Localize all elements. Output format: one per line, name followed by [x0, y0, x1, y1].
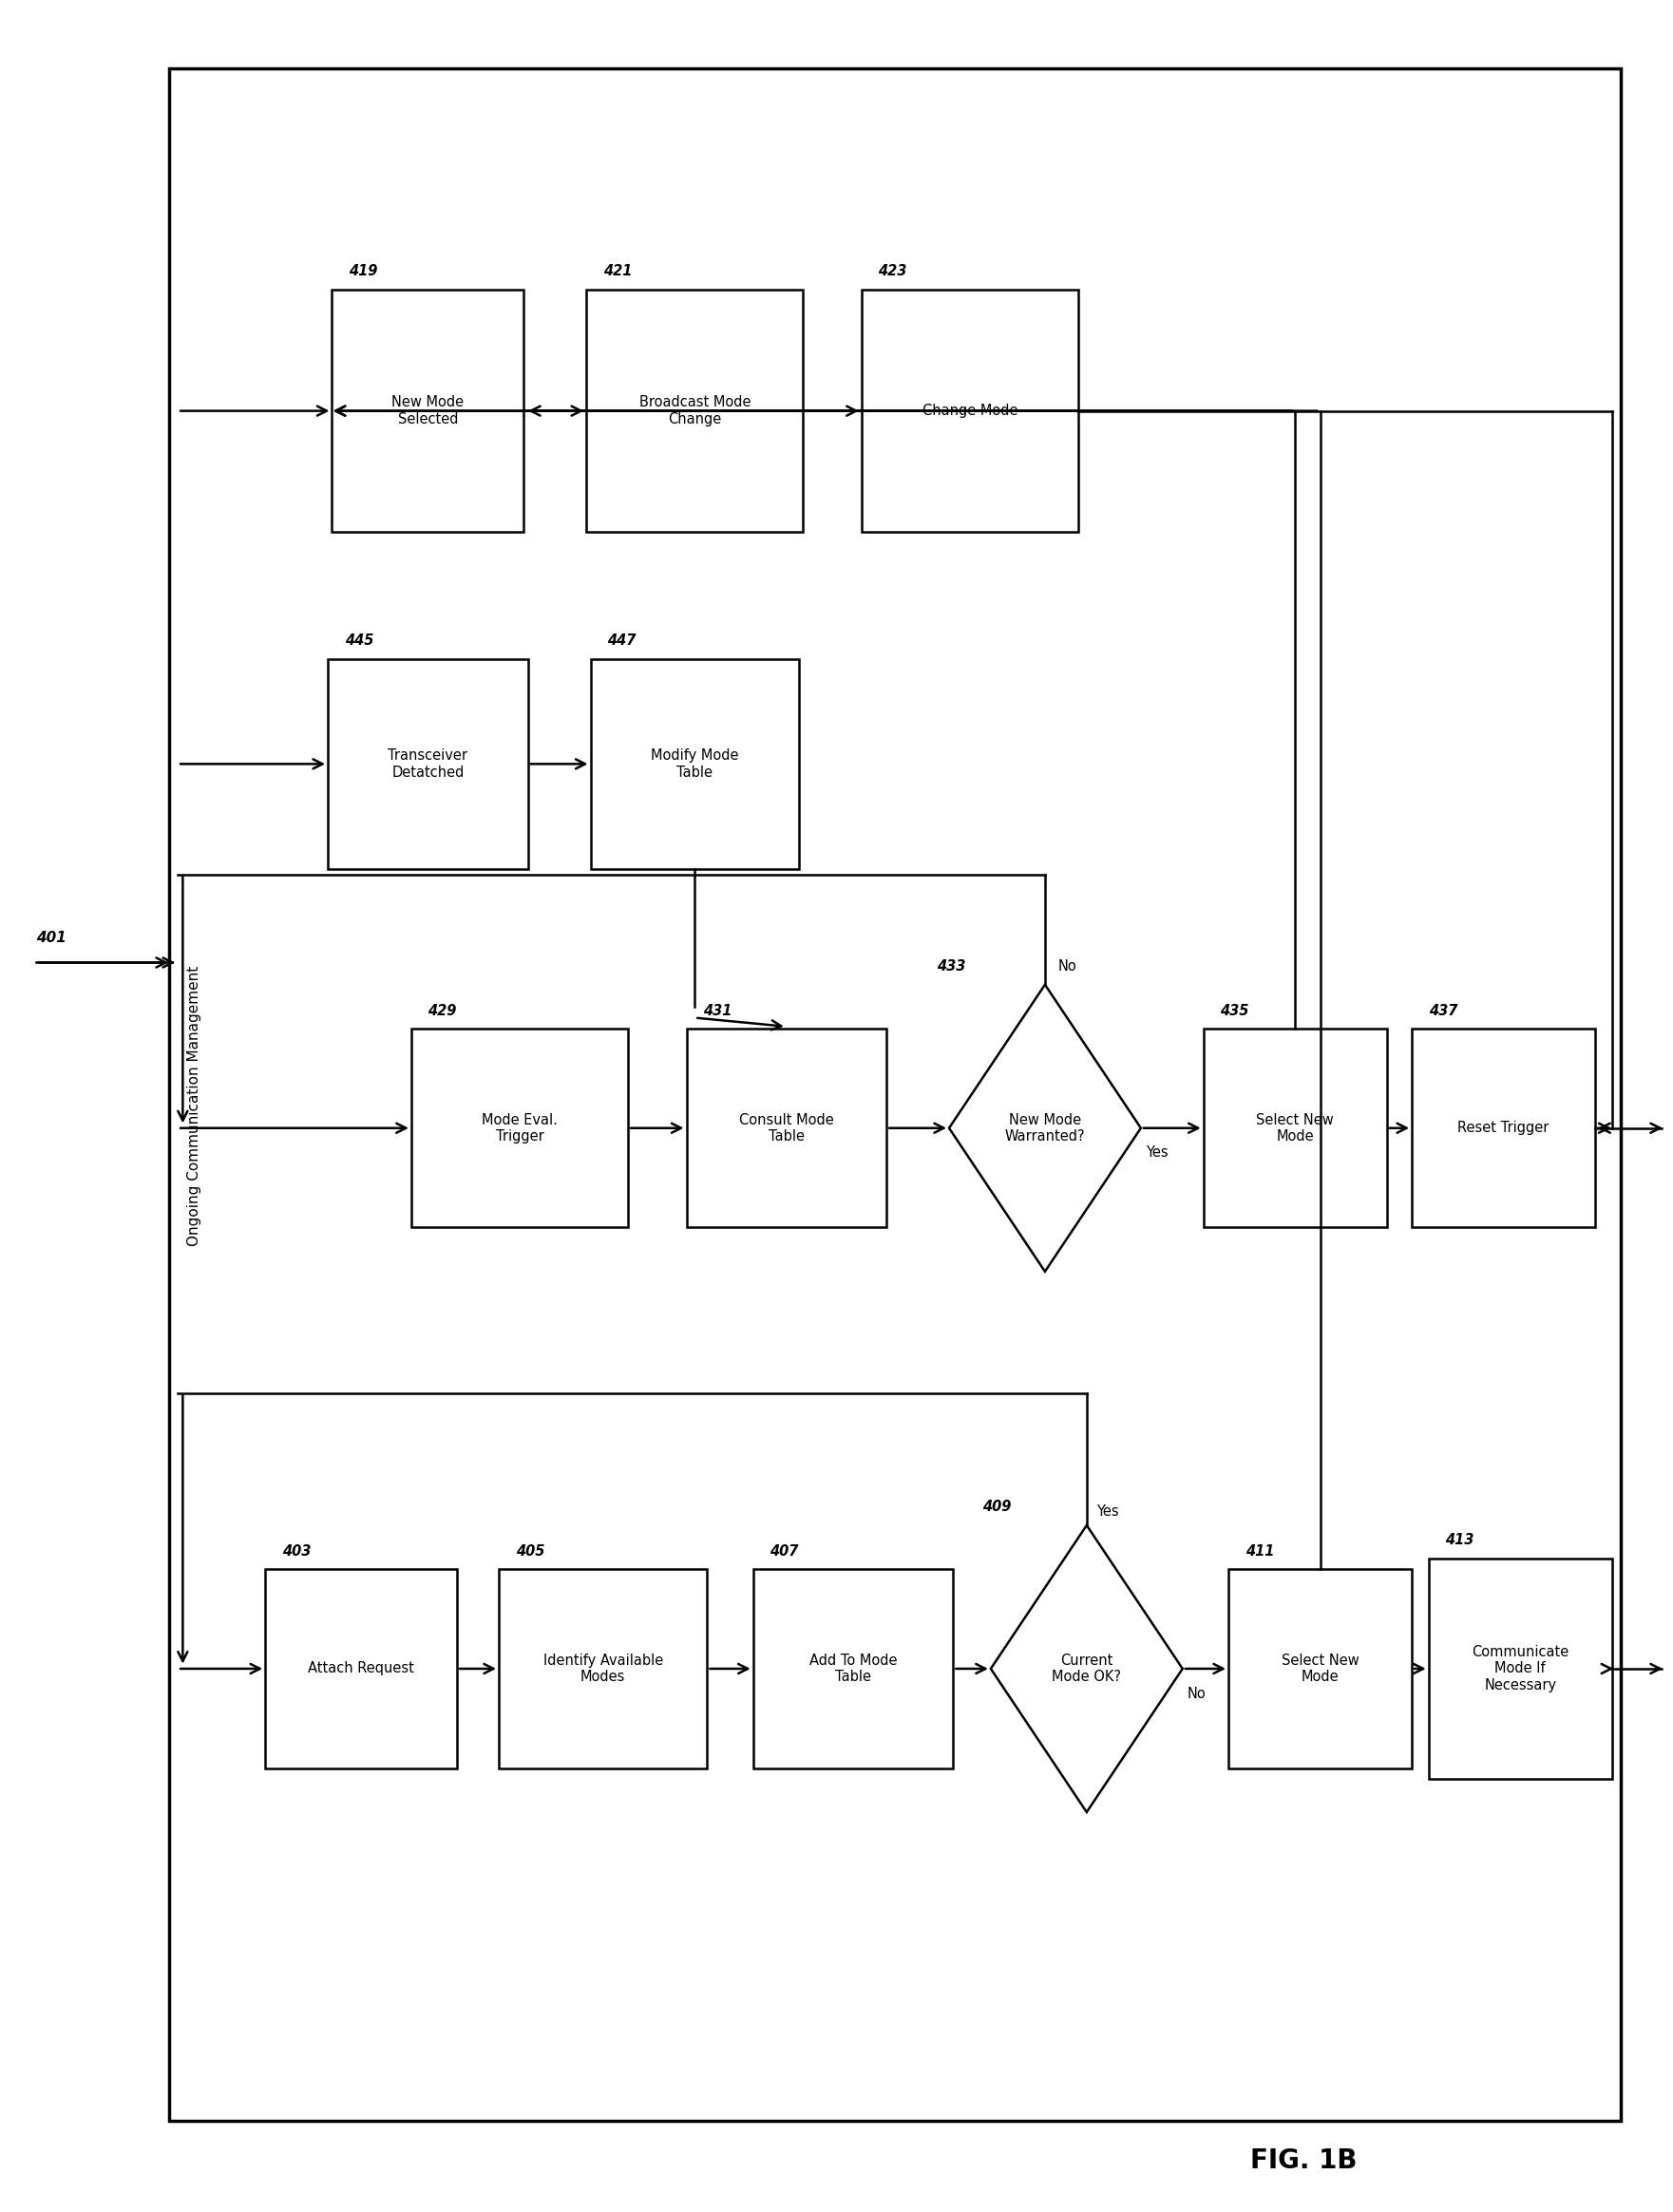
Bar: [1429, 1559, 1613, 1778]
Text: 435: 435: [1220, 1004, 1250, 1018]
Bar: [331, 290, 524, 533]
Bar: [1412, 1029, 1596, 1228]
Text: No: No: [1188, 1686, 1206, 1701]
Text: 421: 421: [602, 263, 632, 279]
Text: New Mode
Warranted?: New Mode Warranted?: [1005, 1113, 1086, 1144]
Text: Broadcast Mode
Change: Broadcast Mode Change: [639, 396, 751, 427]
Text: Select New
Mode: Select New Mode: [1256, 1113, 1333, 1144]
Bar: [169, 69, 1621, 2121]
Text: Reset Trigger: Reset Trigger: [1457, 1121, 1549, 1135]
Text: Communicate
Mode If
Necessary: Communicate Mode If Necessary: [1472, 1646, 1569, 1692]
Text: Modify Mode
Table: Modify Mode Table: [651, 748, 739, 779]
Text: 433: 433: [937, 960, 965, 973]
Text: 403: 403: [283, 1544, 311, 1559]
Text: Transceiver
Detatched: Transceiver Detatched: [388, 748, 468, 779]
Text: Mode Eval.
Trigger: Mode Eval. Trigger: [482, 1113, 557, 1144]
Text: 409: 409: [982, 1500, 1010, 1515]
Text: No: No: [1059, 960, 1077, 973]
Bar: [862, 290, 1079, 533]
Text: 419: 419: [348, 263, 378, 279]
Text: 405: 405: [515, 1544, 544, 1559]
Bar: [412, 1029, 627, 1228]
Bar: [328, 659, 529, 869]
Text: 423: 423: [878, 263, 907, 279]
Text: 413: 413: [1445, 1533, 1474, 1548]
Text: 429: 429: [428, 1004, 457, 1018]
Polygon shape: [949, 984, 1141, 1272]
Text: 407: 407: [770, 1544, 798, 1559]
Polygon shape: [990, 1526, 1183, 1812]
Text: New Mode
Selected: New Mode Selected: [391, 396, 463, 427]
Text: Add To Mode
Table: Add To Mode Table: [810, 1652, 897, 1683]
Text: 447: 447: [607, 635, 636, 648]
Bar: [1228, 1568, 1412, 1767]
Text: 401: 401: [37, 931, 67, 945]
Text: Yes: Yes: [1097, 1504, 1119, 1520]
Bar: [686, 1029, 887, 1228]
Bar: [586, 290, 803, 533]
Text: Select New
Mode: Select New Mode: [1282, 1652, 1358, 1683]
Text: Consult Mode
Table: Consult Mode Table: [739, 1113, 833, 1144]
Text: 445: 445: [345, 635, 373, 648]
Text: Yes: Yes: [1146, 1146, 1168, 1159]
Text: 431: 431: [703, 1004, 733, 1018]
Text: 411: 411: [1245, 1544, 1273, 1559]
Text: Current
Mode OK?: Current Mode OK?: [1052, 1652, 1121, 1683]
Bar: [1203, 1029, 1387, 1228]
Text: Attach Request: Attach Request: [308, 1661, 415, 1677]
Text: FIG. 1B: FIG. 1B: [1250, 2148, 1357, 2174]
Text: Change Mode: Change Mode: [922, 405, 1017, 418]
Text: Ongoing Communication Management: Ongoing Communication Management: [187, 967, 201, 1245]
Text: 437: 437: [1429, 1004, 1457, 1018]
Bar: [753, 1568, 954, 1767]
Bar: [499, 1568, 708, 1767]
Bar: [266, 1568, 457, 1767]
Bar: [591, 659, 800, 869]
Text: Identify Available
Modes: Identify Available Modes: [544, 1652, 663, 1683]
